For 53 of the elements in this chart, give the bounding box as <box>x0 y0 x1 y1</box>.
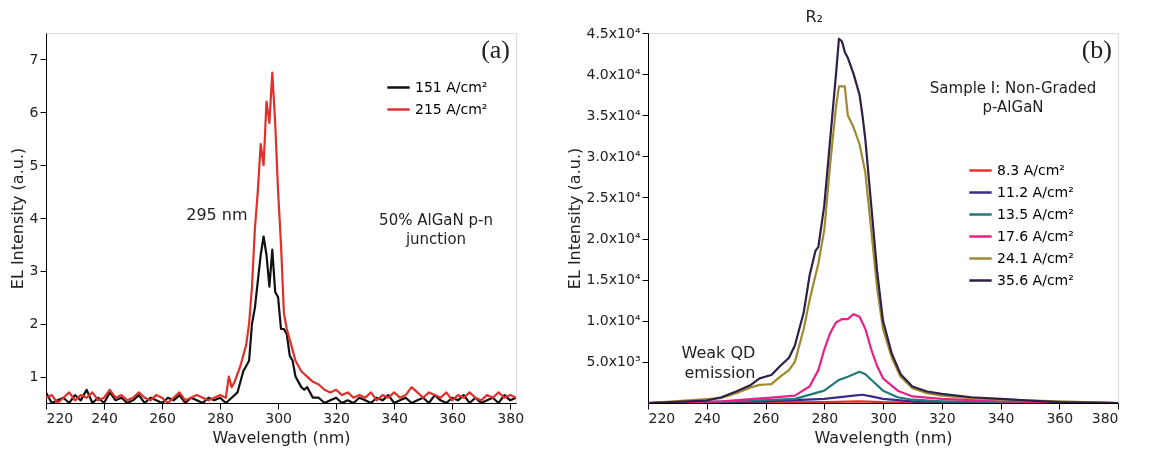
annotation: Weak QD emission <box>681 343 756 383</box>
y-tick-label: 3.5x10⁴ <box>586 106 641 123</box>
y-tick-label: 4.5x10⁴ <box>586 24 641 41</box>
y-tick-label: 4 <box>29 209 39 226</box>
x-axis-title: Wavelength (nm) <box>814 427 953 447</box>
x-tick-label: 320 <box>323 409 350 426</box>
x-tick-label: 380 <box>1091 409 1119 426</box>
x-tick-label: 360 <box>1046 409 1074 426</box>
y-tick-label: 3.0x10⁴ <box>586 147 641 164</box>
y-tick-label: 5 <box>29 156 39 173</box>
annotation: 50% AlGaN p-n junction <box>379 211 493 248</box>
y-axis-title: EL Intensity (a.u.) <box>564 147 584 290</box>
x-axis-title: Wavelength (nm) <box>212 427 351 447</box>
x-tick-label: 340 <box>987 409 1015 426</box>
legend-label: 215 A/cm² <box>415 100 488 117</box>
annotation: Sample I: Non-Graded p-AlGaN <box>929 79 1097 116</box>
y-tick-label: 6 <box>29 103 39 120</box>
x-tick-label: 320 <box>928 409 956 426</box>
x-tick-label: 280 <box>207 409 234 426</box>
y-tick-label: 2.0x10⁴ <box>586 230 641 247</box>
legend-label: 17.6 A/cm² <box>997 227 1074 244</box>
x-tick-label: 340 <box>381 409 409 426</box>
y-tick-label: 7 <box>29 50 39 67</box>
annotation: 295 nm <box>186 204 248 224</box>
y-tick-label: 4.0x10⁴ <box>586 65 641 82</box>
x-tick-label: 240 <box>91 409 118 426</box>
legend-label: 35.6 A/cm² <box>997 271 1074 288</box>
x-tick-label: 300 <box>265 409 292 426</box>
x-tick-label: 280 <box>811 409 839 426</box>
legend-label: 8.3 A/cm² <box>997 161 1065 178</box>
x-tick-label: 220 <box>648 409 676 426</box>
legend-label: 11.2 A/cm² <box>997 183 1074 200</box>
annotation: (a) <box>481 35 510 64</box>
legend-label: 151 A/cm² <box>415 78 488 95</box>
x-tick-label: 260 <box>752 409 780 426</box>
legend-label: 24.1 A/cm² <box>997 249 1074 266</box>
y-tick-label: 1.0x10⁴ <box>586 312 641 329</box>
annotation: R₂ <box>805 6 823 26</box>
annotation: (b) <box>1081 35 1112 64</box>
y-tick-label: 1.5x10⁴ <box>586 271 641 288</box>
legend-label: 13.5 A/cm² <box>997 205 1074 222</box>
x-tick-label: 240 <box>693 409 721 426</box>
y-tick-label: 3 <box>29 262 39 279</box>
y-tick-label: 2 <box>29 315 39 332</box>
x-tick-label: 300 <box>870 409 897 426</box>
y-tick-label: 2.5x10⁴ <box>586 188 641 205</box>
x-tick-label: 360 <box>439 409 467 426</box>
y-axis-title: EL Intensity (a.u.) <box>7 147 27 290</box>
x-tick-label: 220 <box>46 409 74 426</box>
y-tick-label: 5.0x10³ <box>586 353 641 370</box>
y-tick-label: 1 <box>29 368 39 385</box>
x-tick-label: 260 <box>149 409 176 426</box>
x-tick-label: 380 <box>497 409 525 426</box>
